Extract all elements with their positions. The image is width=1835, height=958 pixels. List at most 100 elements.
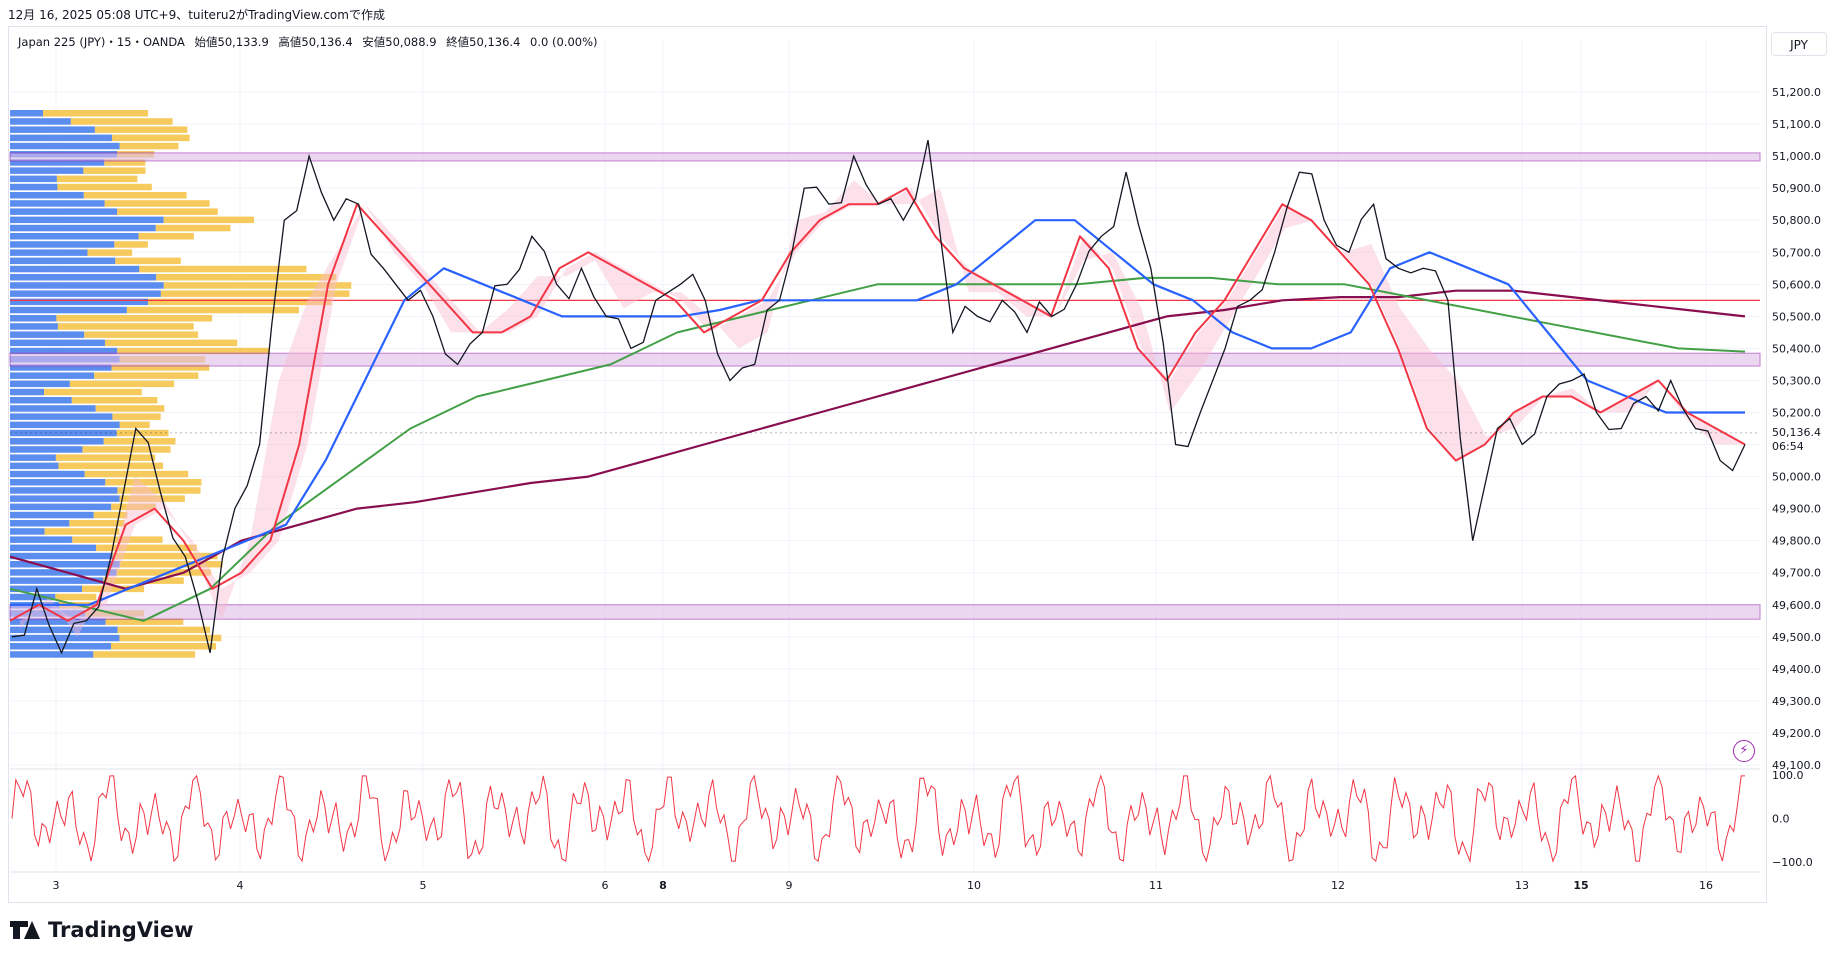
price-tick-label: 50,000.0 xyxy=(1772,471,1821,484)
price-zones xyxy=(9,152,1761,620)
vp-down-bar xyxy=(114,241,148,248)
vp-up-bar xyxy=(10,626,118,634)
vp-up-bar xyxy=(10,339,105,347)
vp-up-bar xyxy=(10,421,120,429)
vp-up-bar xyxy=(10,511,94,519)
vp-down-bar xyxy=(126,306,299,314)
time-tick-label: 15 xyxy=(1573,879,1588,892)
chart-caption: 12月 16, 2025 05:08 UTC+9、tuiteru2がTradin… xyxy=(8,8,385,22)
price-axis: 51,200.0 51,100.0 51,000.0 50,900.0 50,800.0… xyxy=(10,86,1821,772)
ema-fills xyxy=(20,180,1745,637)
vp-down-bar xyxy=(69,520,125,527)
vp-up-bar xyxy=(10,429,117,437)
vp-down-bar xyxy=(56,175,138,183)
vp-up-bar xyxy=(10,495,120,502)
vp-down-bar xyxy=(163,282,352,289)
vp-up-bar xyxy=(10,192,84,199)
price-tick-label: 50,900.0 xyxy=(1772,182,1821,195)
vp-down-bar xyxy=(55,593,97,601)
vp-up-bar xyxy=(10,175,57,183)
last-price-label: 50,136.4 xyxy=(1772,426,1821,439)
vp-down-bar xyxy=(69,380,175,388)
vp-up-bar xyxy=(10,405,96,412)
vp-up-bar xyxy=(10,290,161,297)
vp-up-bar xyxy=(10,347,118,355)
vp-up-bar xyxy=(10,536,73,543)
legend-high: 50,136.4 xyxy=(301,35,353,49)
brand-name: TradingView xyxy=(48,918,194,942)
price-zone xyxy=(9,604,1761,620)
vp-up-bar xyxy=(10,487,118,494)
vp-down-bar xyxy=(94,126,188,133)
tradingview-logo[interactable]: TradingView xyxy=(10,918,193,942)
vp-up-bar xyxy=(10,126,95,133)
time-tick-label: 12 xyxy=(1331,879,1345,892)
price-zone xyxy=(9,152,1761,162)
vp-down-bar xyxy=(119,634,222,642)
chart-frame[interactable] xyxy=(8,26,1767,903)
price-tick-label: 51,100.0 xyxy=(1772,118,1821,131)
currency-button[interactable]: JPY xyxy=(1771,32,1827,56)
vp-up-bar xyxy=(10,241,115,248)
price-tick-label: 49,900.0 xyxy=(1772,503,1821,516)
price-tick-label: 49,500.0 xyxy=(1772,631,1821,644)
ema-mid-line xyxy=(10,219,1745,606)
legend-open: 50,133.9 xyxy=(217,35,269,49)
time-tick-label: 8 xyxy=(659,879,667,892)
time-tick-label: 3 xyxy=(53,879,60,892)
vp-down-bar xyxy=(57,183,152,191)
vp-up-bar xyxy=(10,274,157,281)
vp-down-bar xyxy=(111,503,156,511)
vp-up-bar xyxy=(10,110,43,117)
oscillator-line xyxy=(11,774,1745,864)
vp-up-bar xyxy=(10,331,85,338)
price-tick-label: 51,000.0 xyxy=(1772,150,1821,163)
vp-down-bar xyxy=(44,528,120,535)
legend-open-label: 始値 xyxy=(194,35,218,49)
moving-averages xyxy=(9,187,1746,622)
vp-down-bar xyxy=(139,265,307,273)
price-tick-label: 49,600.0 xyxy=(1772,599,1821,612)
vp-down-bar xyxy=(105,479,202,486)
vp-down-bar xyxy=(82,585,145,593)
vp-down-bar xyxy=(58,462,164,470)
vp-down-bar xyxy=(104,339,238,347)
price-tick-label: 49,700.0 xyxy=(1772,567,1821,580)
vp-up-bar xyxy=(10,208,118,215)
vp-up-bar xyxy=(10,118,71,125)
price-tick-label: 50,800.0 xyxy=(1772,214,1821,227)
legend-high-label: 高値 xyxy=(278,35,302,49)
vp-down-bar xyxy=(117,487,201,494)
price-tick-label: 50,500.0 xyxy=(1772,310,1821,323)
lightning-icon[interactable]: ⚡ xyxy=(1733,740,1755,762)
vp-down-bar xyxy=(44,388,142,396)
vp-down-bar xyxy=(119,495,185,502)
vp-down-bar xyxy=(93,511,128,519)
time-axis: 3 4 5 6 8 9 10 11 12 13 15 16 xyxy=(10,871,1760,892)
sma-green-line xyxy=(9,276,1746,622)
price-line xyxy=(11,139,1746,655)
price-tick-label: 50,600.0 xyxy=(1772,278,1821,291)
price-tick-label: 50,400.0 xyxy=(1772,342,1821,355)
vp-up-bar xyxy=(10,577,104,584)
price-tick-label: 49,400.0 xyxy=(1772,663,1821,676)
vp-down-bar xyxy=(111,364,210,371)
osc-tick-label: 100.0 xyxy=(1772,769,1804,782)
price-tick-label: 49,800.0 xyxy=(1772,535,1821,548)
oscillator-pane: 100.0 0.0 −100.0 xyxy=(10,768,1813,869)
vp-down-bar xyxy=(111,643,217,650)
vp-down-bar xyxy=(116,429,169,437)
legend-close-label: 終値 xyxy=(446,35,470,49)
vp-up-bar xyxy=(10,298,149,306)
vp-up-bar xyxy=(10,585,83,593)
vp-up-bar xyxy=(10,233,139,240)
vp-down-bar xyxy=(82,446,171,453)
legend-close: 50,136.4 xyxy=(469,35,521,49)
vp-up-bar xyxy=(10,265,140,273)
symbol-legend: Japan 225 (JPY)・15・OANDA 始値50,133.9 高値50… xyxy=(18,34,604,50)
vp-up-bar xyxy=(10,520,70,527)
vp-down-bar xyxy=(111,134,190,142)
vp-up-bar xyxy=(10,413,113,420)
vp-down-bar xyxy=(96,544,197,552)
